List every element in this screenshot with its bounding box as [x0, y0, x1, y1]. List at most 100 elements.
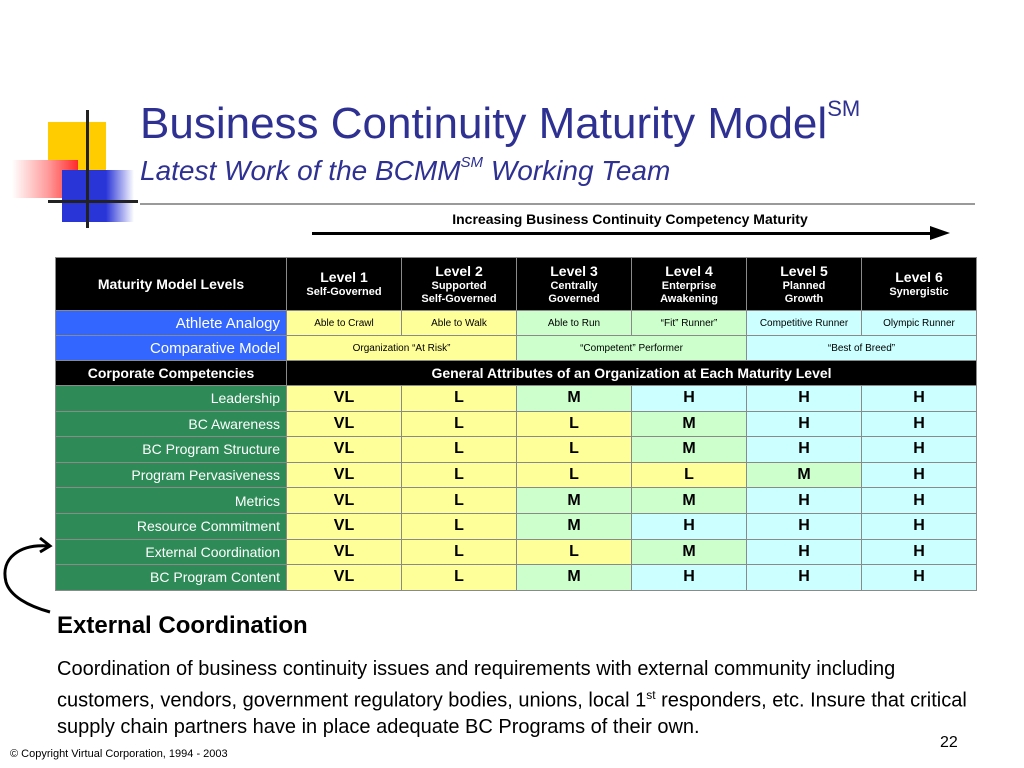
competency-value-cell: M — [631, 410, 747, 438]
athlete-cell: Able to Run — [516, 310, 632, 336]
competency-value-cell: H — [746, 538, 862, 566]
competency-row: Program Pervasiveness VL L L L M H — [55, 461, 977, 489]
level-3-header: Level 3 Centrally Governed — [516, 257, 632, 311]
competency-value-cell: H — [861, 385, 977, 412]
subtitle-text-b: Working Team — [483, 155, 671, 186]
competency-value-cell: L — [401, 410, 517, 438]
competencies-header-label: Corporate Competencies — [55, 360, 287, 386]
competency-value-cell: M — [631, 436, 747, 463]
competency-value-cell: L — [516, 461, 632, 489]
competency-row: BC Program Content VL L M H H H — [55, 564, 977, 591]
athlete-cell: “Fit” Runner” — [631, 310, 747, 336]
competency-value-cell: M — [631, 538, 747, 566]
competency-value-cell: VL — [286, 385, 402, 412]
competency-label: Resource Commitment — [55, 512, 287, 540]
competency-value-cell: L — [516, 436, 632, 463]
level-2-header: Level 2 Supported Self-Governed — [401, 257, 517, 311]
competency-value-cell: H — [746, 410, 862, 438]
competency-row: External Coordination VL L L M H H — [55, 538, 977, 566]
copyright-notice: © Copyright Virtual Corporation, 1994 - … — [10, 748, 228, 760]
competency-value-cell: L — [401, 487, 517, 514]
competency-label: External Coordination — [55, 538, 287, 566]
title-sup: SM — [827, 96, 861, 121]
competency-value-cell: VL — [286, 461, 402, 489]
competency-value-cell: VL — [286, 538, 402, 566]
competency-value-cell: H — [746, 385, 862, 412]
competency-value-cell: H — [631, 564, 747, 591]
competency-value-cell: L — [401, 538, 517, 566]
competency-value-cell: M — [516, 564, 632, 591]
competency-value-cell: H — [861, 564, 977, 591]
competency-value-cell: H — [861, 538, 977, 566]
comparative-cell: “Best of Breed” — [746, 335, 977, 361]
competency-label: BC Program Content — [55, 564, 287, 591]
competency-value-cell: L — [401, 436, 517, 463]
competency-value-cell: M — [516, 385, 632, 412]
levels-header-row: Maturity Model Levels Level 1 Self-Govern… — [55, 257, 977, 311]
competency-label: Metrics — [55, 487, 287, 514]
decorative-logo — [0, 0, 140, 240]
comparative-cell: “Competent” Performer — [516, 335, 747, 361]
maturity-arrow-label: Increasing Business Continuity Competenc… — [452, 211, 808, 227]
competency-value-cell: M — [631, 487, 747, 514]
slide-title: Business Continuity Maturity ModelSM — [140, 96, 860, 149]
level-4-header: Level 4 Enterprise Awakening — [631, 257, 747, 311]
subtitle-text-a: Latest Work of the BCMM — [140, 155, 461, 186]
competency-value-cell: M — [746, 461, 862, 489]
maturity-arrow-line — [312, 232, 934, 235]
competency-value-cell: H — [861, 461, 977, 489]
competency-row: Metrics VL L M M H H — [55, 487, 977, 514]
competency-value-cell: VL — [286, 410, 402, 438]
athlete-cell: Olympic Runner — [861, 310, 977, 336]
competency-value-cell: VL — [286, 512, 402, 540]
maturity-arrow-head-icon — [930, 226, 950, 240]
competency-row: BC Awareness VL L L M H H — [55, 410, 977, 438]
competency-value-cell: H — [861, 512, 977, 540]
curved-pointer-arrow-icon — [3, 536, 53, 614]
competency-row: BC Program Structure VL L L M H H — [55, 436, 977, 463]
title-rule — [140, 203, 975, 205]
subtitle-sup: SM — [460, 154, 484, 171]
athlete-cell: Able to Crawl — [286, 310, 402, 336]
logo-horizontal-line — [48, 200, 138, 203]
level-5-header: Level 5 Planned Growth — [746, 257, 862, 311]
competencies-header-row: Corporate Competencies General Attribute… — [55, 360, 977, 386]
competency-row: Leadership VL L M H H H — [55, 385, 977, 412]
comparative-cell: Organization “At Risk” — [286, 335, 517, 361]
logo-blue-square — [62, 170, 106, 222]
competencies-header-text: General Attributes of an Organization at… — [286, 360, 977, 386]
competency-value-cell: H — [746, 436, 862, 463]
competency-value-cell: H — [746, 564, 862, 591]
level-1-header: Level 1 Self-Governed — [286, 257, 402, 311]
competency-value-cell: H — [861, 410, 977, 438]
competency-value-cell: L — [401, 461, 517, 489]
competency-label: BC Awareness — [55, 410, 287, 438]
athlete-analogy-label: Athlete Analogy — [55, 310, 287, 336]
competency-value-cell: H — [861, 487, 977, 514]
maturity-table: Maturity Model Levels Level 1 Self-Govern… — [55, 257, 977, 591]
level-6-header: Level 6 Synergistic — [861, 257, 977, 311]
competency-value-cell: H — [861, 436, 977, 463]
athlete-analogy-row: Athlete Analogy Able to Crawl Able to Wa… — [55, 310, 977, 336]
section-title: External Coordination — [57, 612, 308, 639]
competency-value-cell: M — [516, 487, 632, 514]
competency-value-cell: H — [746, 512, 862, 540]
levels-header-label: Maturity Model Levels — [55, 257, 287, 311]
competency-value-cell: L — [631, 461, 747, 489]
competency-value-cell: H — [631, 385, 747, 412]
competency-value-cell: L — [516, 538, 632, 566]
logo-vertical-line — [86, 110, 89, 228]
athlete-cell: Competitive Runner — [746, 310, 862, 336]
competency-value-cell: VL — [286, 564, 402, 591]
competency-value-cell: H — [631, 512, 747, 540]
comparative-model-label: Comparative Model — [55, 335, 287, 361]
competency-label: Leadership — [55, 385, 287, 412]
competency-value-cell: L — [401, 385, 517, 412]
competency-value-cell: H — [746, 487, 862, 514]
competency-value-cell: L — [516, 410, 632, 438]
title-text: Business Continuity Maturity Model — [140, 99, 828, 148]
page-number: 22 — [940, 734, 958, 751]
competency-value-cell: VL — [286, 436, 402, 463]
competency-value-cell: VL — [286, 487, 402, 514]
competency-row: Resource Commitment VL L M H H H — [55, 512, 977, 540]
